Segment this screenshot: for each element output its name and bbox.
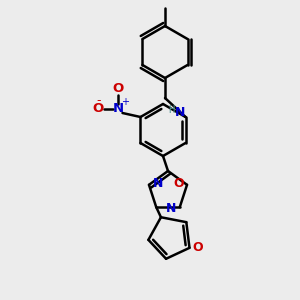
Text: O: O (192, 241, 203, 254)
Text: O: O (174, 177, 184, 190)
Text: N: N (175, 106, 186, 119)
Text: -: - (96, 94, 101, 107)
Text: +: + (122, 97, 130, 107)
Text: O: O (113, 82, 124, 94)
Text: H: H (168, 105, 175, 115)
Text: N: N (166, 202, 176, 215)
Text: N: N (113, 103, 124, 116)
Text: O: O (93, 103, 104, 116)
Text: N: N (153, 177, 163, 190)
